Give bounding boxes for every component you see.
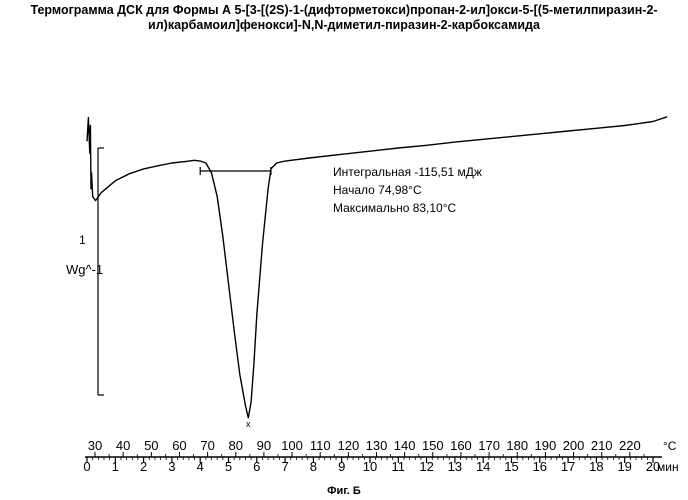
time-tick-label: 3 [168, 459, 175, 474]
temp-tick-label: 120 [337, 438, 359, 453]
time-tick-label: 0 [83, 459, 90, 474]
temp-tick-label: 190 [535, 438, 557, 453]
temp-tick-label: 220 [619, 438, 641, 453]
time-tick-label: 18 [589, 459, 603, 474]
temp-tick-label: 180 [506, 438, 528, 453]
time-tick-label: 17 [561, 459, 575, 474]
time-tick-label: 6 [253, 459, 260, 474]
figure-caption: Фиг. Б [0, 485, 688, 497]
time-tick-label: 5 [225, 459, 232, 474]
temp-tick-label: 110 [310, 438, 331, 453]
temp-tick-label: 90 [257, 438, 271, 453]
time-tick-label: 19 [617, 459, 631, 474]
annotation-onset: Начало 74,98°C [333, 183, 422, 197]
time-tick-label: 13 [448, 459, 462, 474]
temp-tick-label: 140 [394, 438, 416, 453]
temp-tick-label: 80 [229, 438, 243, 453]
y-scale-mark: 1 [79, 233, 86, 247]
time-tick-label: 14 [476, 459, 490, 474]
temp-tick-label: 150 [422, 438, 444, 453]
time-tick-label: 16 [533, 459, 547, 474]
temp-tick-label: 70 [200, 438, 214, 453]
time-unit-label: мин [657, 460, 679, 474]
annotation-integral: Интегральная -115,51 мДж [333, 165, 482, 179]
temp-tick-label: 100 [281, 438, 303, 453]
time-tick-label: 9 [338, 459, 345, 474]
temp-tick-label: 210 [591, 438, 613, 453]
dsc-chart: 1 Wg^-1 x Интегральная -115,51 мДж Начал… [0, 0, 688, 500]
temp-tick-label: 60 [172, 438, 186, 453]
y-axis-label: Wg^-1 [66, 262, 103, 277]
temp-tick-label: 40 [116, 438, 130, 453]
time-tick-label: 11 [392, 459, 406, 474]
baseline-bracket [200, 167, 271, 175]
temp-tick-label: 130 [366, 438, 388, 453]
annotation-peak: Максимально 83,10°C [333, 201, 457, 215]
temp-tick-label: 170 [478, 438, 500, 453]
time-tick-label: 15 [504, 459, 518, 474]
time-tick-label: 12 [419, 459, 433, 474]
temp-tick-label: 160 [450, 438, 472, 453]
annotation-block: Интегральная -115,51 мДж Начало 74,98°C … [333, 165, 482, 215]
temp-tick-label: 200 [563, 438, 585, 453]
peak-marker: x [246, 419, 251, 429]
chart-frame: 1 Wg^-1 [66, 148, 104, 395]
time-tick-label: 2 [140, 459, 147, 474]
temp-tick-label: 50 [144, 438, 158, 453]
temp-unit-label: °C [663, 439, 677, 453]
time-tick-label: 10 [363, 459, 377, 474]
time-tick-label: 7 [281, 459, 288, 474]
time-tick-label: 1 [112, 459, 119, 474]
dsc-curve [87, 117, 667, 418]
time-tick-label: 4 [197, 459, 204, 474]
temp-tick-label: 30 [88, 438, 102, 453]
x-axis: 01234567891011121314151617181920мин30405… [83, 438, 678, 474]
time-tick-label: 8 [310, 459, 317, 474]
